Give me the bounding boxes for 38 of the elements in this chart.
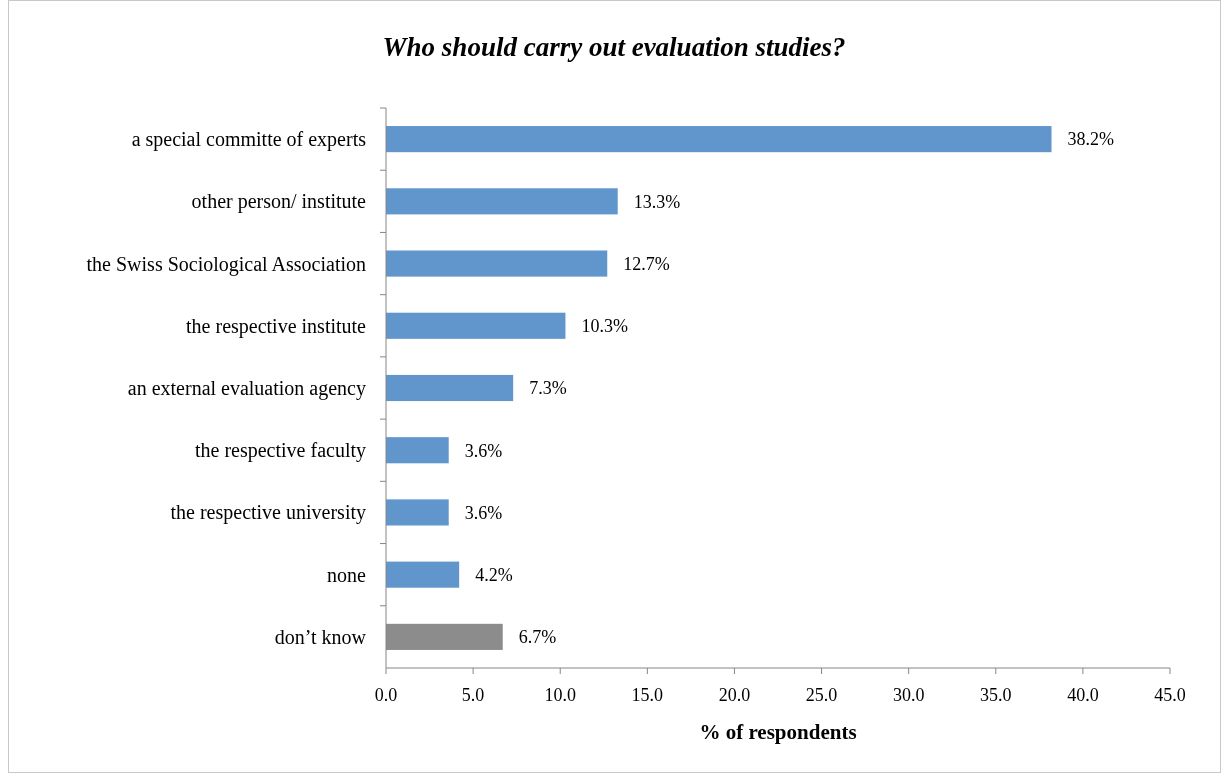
y-tick-label: none (327, 563, 367, 586)
bar (386, 561, 460, 588)
y-tick-label: the respective institute (186, 314, 367, 338)
y-tick-label: the respective university (170, 501, 366, 525)
x-tick-label: 40.0 (1067, 685, 1099, 705)
x-tick-label: 5.0 (461, 685, 485, 705)
bar (386, 188, 618, 215)
data-label: 3.6% (464, 502, 503, 523)
x-tick-label: 10.0 (544, 685, 576, 705)
y-tick-label: the respective faculty (194, 439, 366, 463)
y-tick-label: an external evaluation agency (127, 377, 366, 400)
x-axis-title: % of respondents (699, 720, 857, 744)
y-tick-label: the Swiss Sociological Association (86, 252, 366, 276)
chart-title: Who should carry out evaluation studies? (382, 32, 846, 62)
data-label: 6.7% (518, 627, 557, 648)
bar (386, 374, 514, 402)
x-tick-label: 25.0 (805, 685, 838, 705)
x-tick-label: 15.0 (631, 685, 664, 705)
bar (386, 312, 566, 339)
data-label: 4.2% (475, 564, 513, 585)
y-tick-label: other person/ institute (191, 190, 367, 214)
data-label: 12.7% (623, 253, 670, 274)
bar (386, 499, 449, 526)
x-tick-label: 30.0 (892, 685, 925, 705)
data-label: 13.3% (633, 191, 681, 212)
bar (386, 437, 449, 464)
data-label: 3.6% (464, 440, 503, 461)
data-label: 38.2% (1067, 129, 1115, 150)
data-label: 10.3% (581, 316, 628, 337)
bar (386, 126, 1052, 153)
y-tick-label: a special committe of experts (131, 128, 367, 152)
y-tick-label: don’t know (274, 625, 367, 648)
x-tick-label: 20.0 (718, 685, 751, 705)
bar (386, 250, 608, 277)
x-tick-label: 0.0 (374, 685, 398, 705)
x-tick-label: 35.0 (980, 685, 1012, 705)
data-label: 7.3% (529, 378, 567, 399)
x-tick-label: 45.0 (1154, 685, 1186, 705)
